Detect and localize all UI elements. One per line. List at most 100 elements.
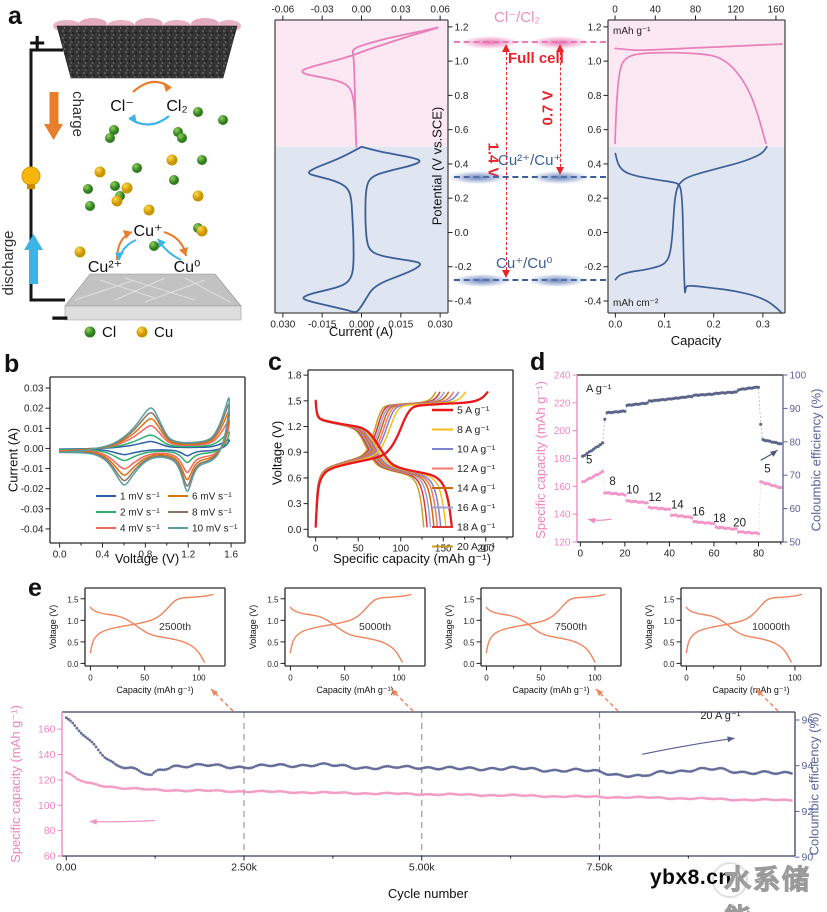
panel-b-ylabel: Current (A)	[5, 427, 21, 493]
series-line	[89, 593, 214, 654]
legend-label: 5 A g⁻¹	[457, 405, 490, 417]
tick-label: 0	[313, 544, 319, 555]
plot-band	[608, 146, 785, 313]
annotation: 12	[649, 492, 662, 504]
tick-label: 200	[477, 544, 494, 555]
tick-label: 0.8	[138, 550, 152, 561]
legend-label: 1 mV s⁻¹	[120, 492, 160, 503]
arrow	[642, 737, 735, 755]
tick-label: 0.02	[24, 404, 44, 415]
tick-label: 1.5	[267, 595, 279, 604]
tick-label: 1.5	[463, 595, 475, 604]
panel-d-rate-chart: 0 20 40 60 80 120 140 160 180 200 220 240 50 60 70 80 90…	[554, 371, 807, 560]
cu2-couple-label: Cu²⁺/Cu⁺	[498, 152, 562, 169]
series-line	[314, 400, 432, 528]
tick-label: 1.6	[224, 550, 238, 561]
series-line	[485, 606, 596, 663]
cl-level-line	[454, 41, 606, 43]
tick-label: 96	[802, 715, 814, 727]
panel-e-ylabel-left: Specific capacity (mAh g⁻¹)	[8, 705, 23, 863]
legend-label: 10 mV s⁻¹	[192, 524, 238, 535]
plot-band	[275, 20, 448, 147]
tick-label: 160	[768, 5, 785, 16]
tick-label: -0.06	[271, 5, 294, 16]
tick-label: 1.2	[455, 22, 469, 33]
tick-label: 1.8	[288, 371, 302, 382]
tick-label: 1.0	[663, 617, 675, 626]
panel-d-ylabel-right: Coloumbic efficiency (%)	[808, 388, 824, 532]
legend-label: 2 mV s⁻¹	[120, 508, 160, 519]
tick-label: 1.5	[67, 595, 79, 604]
tick-label: 80	[753, 549, 765, 560]
tick-label: 0.3	[288, 499, 302, 510]
series-line	[685, 593, 803, 654]
series-line	[289, 593, 412, 654]
annotation: 7500th	[555, 621, 587, 633]
cu1-level-glow	[528, 273, 586, 287]
tick-label: 160	[38, 724, 56, 736]
current-axis-label: Current (A)	[328, 324, 394, 339]
tick-label: 0.0	[53, 550, 67, 561]
tick-label: 0	[288, 674, 293, 683]
tick-label: 50	[140, 674, 149, 683]
tick-label: 160	[554, 482, 571, 493]
tick-label: 0.0	[608, 320, 622, 331]
annotation: A g⁻¹	[586, 383, 612, 395]
annotation: 20 A g⁻¹	[700, 710, 740, 722]
tick-label: 1.5	[663, 595, 675, 604]
full-cell-label: Full cell	[508, 50, 564, 67]
cl-level-glow	[531, 35, 589, 49]
inset-ylabel: Voltage (V)	[644, 604, 654, 650]
panel-e-xlabel: Cycle number	[387, 886, 469, 901]
tick-label: 1.0	[588, 57, 602, 68]
tick-label: 50	[736, 674, 745, 683]
light-bulb-icon	[21, 166, 41, 189]
arrow	[89, 819, 156, 823]
tick-label: 0.00	[56, 862, 77, 874]
cuprous-label: Cu⁺	[134, 223, 163, 240]
tick-label: 2.50k	[231, 862, 257, 874]
tick-label: 0	[484, 674, 489, 683]
tick-label: 50	[536, 674, 545, 683]
legend-label: 20 A g⁻¹	[457, 541, 496, 553]
watermark-site: ybx8.cn	[650, 866, 732, 889]
tick-label: 0.015	[388, 320, 413, 331]
tick-label: 1.5	[288, 396, 302, 407]
annotation: 2500th	[159, 621, 191, 633]
cu-cycle-arrows	[115, 230, 188, 261]
tick-label: 120	[38, 774, 56, 786]
plot-band	[608, 20, 785, 147]
tick-label: -0.03	[311, 5, 334, 16]
tick-label: 0.5	[67, 638, 79, 647]
inset-ylabel: Voltage (V)	[248, 604, 258, 650]
tick-label: 0.6	[455, 125, 469, 136]
cl-level-glow	[461, 35, 519, 49]
tick-label: 70	[790, 471, 802, 482]
panel-d-ylabel-left: Specific capacity (mAh g⁻¹)	[533, 381, 548, 539]
tick-label: 0.8	[455, 91, 469, 102]
panel-c-gcd-chart: 0 50 100 150 200 0.0 0.3 0.6 0.9 1.2 1.5 1.8 5 A g⁻¹…	[288, 369, 514, 555]
tick-label: 240	[554, 371, 571, 382]
tick-label: 0	[578, 549, 584, 560]
tick-label: 100	[588, 674, 602, 683]
capacity-axis-label: Capacity	[670, 333, 722, 348]
legend-label: 12 A g⁻¹	[457, 463, 496, 475]
tick-label: 40	[664, 549, 676, 560]
tick-label: 100	[192, 674, 206, 683]
series-line	[614, 152, 783, 314]
panel-b-label: b	[4, 350, 20, 378]
tick-label: 80	[790, 437, 802, 448]
tick-label: 120	[554, 538, 571, 549]
tick-label: 0.9	[288, 448, 302, 459]
tick-label: 200	[554, 426, 571, 437]
watermark-cn: 水系储能	[724, 865, 811, 912]
series-line	[614, 145, 768, 281]
annotation: 5000th	[359, 621, 391, 633]
tick-label: 0.6	[588, 125, 602, 136]
tick-label: 0.8	[588, 91, 602, 102]
panel-e-ylabel-right: Coloumbic efficiency (%)	[806, 712, 822, 856]
annotation: 18	[713, 513, 726, 525]
tick-label: 60	[708, 549, 720, 560]
legend-label: 6 mV s⁻¹	[192, 492, 232, 503]
series-line	[289, 606, 403, 663]
